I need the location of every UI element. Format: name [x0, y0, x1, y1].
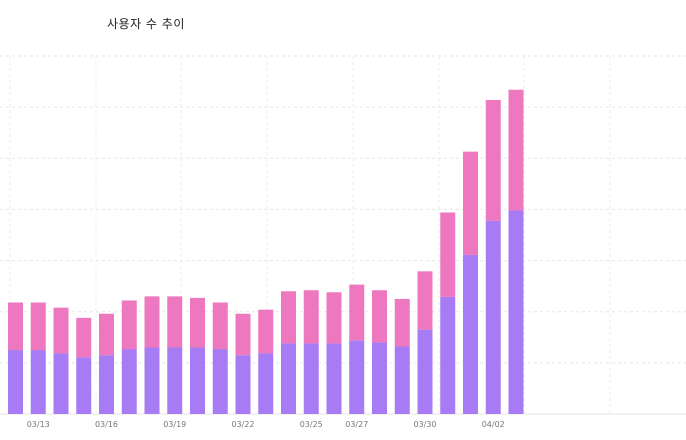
bar-segment-bottom [235, 355, 251, 414]
bar-segment-top [144, 296, 160, 348]
bar-segment-bottom [258, 353, 274, 414]
bar-segment-bottom [212, 349, 228, 414]
bar-segment-bottom [508, 210, 524, 414]
bar-segment-top [235, 313, 251, 356]
chart-title: 사용자 수 추이 [107, 17, 185, 31]
bar-segment-bottom [30, 350, 46, 414]
bar-segment-bottom [144, 347, 160, 414]
bar-segment-top [53, 307, 69, 354]
bar-segment-bottom [394, 346, 410, 414]
bar-segment-top [326, 292, 342, 344]
x-tick-label: 03/25 [300, 420, 323, 429]
x-tick-label: 03/19 [163, 420, 186, 429]
bar-segment-bottom [303, 343, 319, 414]
bar-segment-top [258, 309, 274, 354]
bar-segment-top [440, 212, 456, 297]
x-tick-label: 03/27 [345, 420, 368, 429]
x-tick-label: 03/16 [95, 420, 118, 429]
bar-segment-top [463, 151, 478, 255]
grid-lines [0, 55, 686, 415]
x-tick-label: 04/02 [482, 420, 505, 429]
bar-segment-bottom [281, 343, 296, 414]
bar-segment-bottom [8, 350, 23, 414]
bar-segment-top [508, 89, 524, 211]
bar-segment-top [485, 99, 501, 221]
bar-segment-bottom [99, 355, 114, 414]
bar-segment-bottom [121, 349, 137, 414]
bar-segment-bottom [440, 296, 456, 414]
bar-segment-bottom [417, 329, 433, 414]
bar-segment-top [372, 290, 387, 343]
bar-segment-top [76, 317, 92, 358]
bars [8, 89, 524, 414]
bar-segment-bottom [372, 342, 387, 414]
bar-segment-top [167, 296, 183, 348]
bar-segment-top [349, 284, 365, 341]
bar-segment-top [30, 302, 46, 351]
bar-segment-bottom [485, 220, 501, 414]
bar-segment-top [303, 290, 319, 344]
bar-segment-top [99, 313, 114, 356]
bar-segment-top [417, 271, 433, 330]
bar-segment-top [121, 300, 137, 350]
bar-segment-bottom [76, 357, 92, 414]
bar-segment-top [212, 302, 228, 350]
x-tick-label: 03/30 [413, 420, 436, 429]
bar-segment-top [8, 302, 23, 351]
bar-segment-bottom [53, 353, 69, 414]
bar-segment-bottom [167, 347, 183, 414]
bar-segment-bottom [190, 347, 205, 414]
bar-segment-top [190, 297, 205, 348]
bar-segment-bottom [463, 254, 478, 414]
x-tick-label: 03/22 [231, 420, 254, 429]
x-tick-label: 03/13 [27, 420, 50, 429]
bar-segment-bottom [326, 343, 342, 414]
bar-segment-top [394, 298, 410, 347]
x-axis-ticks: 03/13 03/16 03/19 03/22 03/25 03/27 03/30 04/02 [27, 420, 505, 429]
bar-segment-bottom [349, 340, 365, 414]
bar-segment-top [281, 291, 296, 344]
